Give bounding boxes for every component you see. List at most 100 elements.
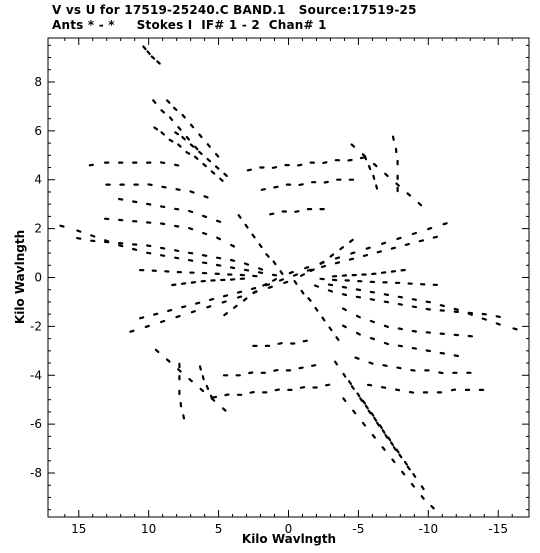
uv-point <box>453 354 459 358</box>
uv-point <box>397 295 403 299</box>
uv-point <box>341 324 347 329</box>
uv-point <box>221 300 227 304</box>
uv-point <box>153 312 159 316</box>
uv-point <box>273 185 279 189</box>
uv-point <box>394 388 401 392</box>
uv-point <box>229 258 236 262</box>
uv-point <box>210 170 216 175</box>
uv-point <box>369 290 376 294</box>
uv-point <box>387 436 392 442</box>
uv-point <box>142 45 147 51</box>
uv-point <box>300 289 305 295</box>
uv-point <box>215 153 220 158</box>
uv-point <box>250 287 257 290</box>
axis-ticks <box>48 38 529 517</box>
uv-point <box>323 180 329 184</box>
uv-point <box>229 266 236 270</box>
uv-point <box>356 392 361 398</box>
uv-point <box>334 261 341 265</box>
uv-point <box>257 271 264 274</box>
uv-point <box>193 155 199 160</box>
uv-point <box>188 209 194 214</box>
uv-point <box>201 261 208 265</box>
uv-point <box>411 298 417 301</box>
uv-point <box>198 365 202 371</box>
uv-point <box>222 294 229 298</box>
uv-point <box>233 304 238 309</box>
uv-point <box>369 319 375 324</box>
uv-point <box>427 227 433 231</box>
uv-point <box>260 188 266 191</box>
uv-point <box>190 310 196 314</box>
y-tick-label: -8 <box>30 466 42 480</box>
uv-point <box>160 246 166 250</box>
uv-point <box>355 331 361 336</box>
uv-point <box>146 202 152 206</box>
chart-title: V vs U for 17519-25240.C BAND.1 Source:1… <box>52 3 417 17</box>
uv-point <box>187 259 194 262</box>
uv-point <box>187 251 194 255</box>
uv-point <box>236 290 243 294</box>
uv-point <box>153 126 159 131</box>
uv-point <box>442 222 448 226</box>
uv-point <box>371 434 376 439</box>
uv-point <box>177 126 182 131</box>
uv-point <box>512 327 518 331</box>
x-tick-label: 0 <box>285 522 293 536</box>
uv-point <box>383 293 390 296</box>
uv-point <box>342 397 347 402</box>
uv-point <box>182 414 186 420</box>
uv-point <box>327 289 334 293</box>
uv-point <box>364 404 369 410</box>
uv-point <box>298 366 304 370</box>
uv-point <box>203 195 209 199</box>
x-tick-label: -10 <box>419 522 439 536</box>
uv-point <box>367 165 372 171</box>
uv-point <box>381 241 387 245</box>
uv-point <box>160 205 166 208</box>
uv-point <box>439 351 445 355</box>
uv-point <box>201 375 205 381</box>
y-tick-label: 4 <box>34 173 42 187</box>
uv-point <box>372 174 376 180</box>
y-tick-label: -6 <box>30 417 42 431</box>
uv-point <box>391 135 395 141</box>
uv-point <box>302 339 308 343</box>
uv-point <box>373 416 378 422</box>
uv-point <box>319 260 325 265</box>
uv-point <box>237 214 242 219</box>
uv-point <box>349 238 354 243</box>
uv-point <box>342 372 347 378</box>
uv-point <box>185 151 191 155</box>
uv-point <box>378 424 383 429</box>
uv-point <box>404 243 410 246</box>
uv-point <box>335 336 340 341</box>
uv-point <box>215 256 222 260</box>
uv-point <box>300 273 305 277</box>
uv-point <box>328 326 333 332</box>
uv-point <box>425 349 431 353</box>
uv-point <box>495 315 501 318</box>
uv-point <box>481 317 487 321</box>
uv-point <box>175 315 181 319</box>
uv-point <box>348 257 355 261</box>
uv-point <box>418 239 424 243</box>
uv-point <box>202 214 208 218</box>
uv-point <box>132 247 138 251</box>
uv-point <box>384 433 389 439</box>
uv-point <box>273 369 279 372</box>
uv-point <box>425 307 431 311</box>
uv-point <box>341 293 348 297</box>
x-tick-label: 15 <box>71 522 86 536</box>
uv-point <box>396 236 402 240</box>
uv-point <box>144 324 150 328</box>
uv-point <box>221 407 227 412</box>
uv-point <box>279 270 284 275</box>
uv-point <box>292 273 299 277</box>
uv-point <box>376 250 382 254</box>
uv-point <box>311 364 317 367</box>
y-tick-label: -4 <box>30 368 42 382</box>
uv-point <box>117 197 124 201</box>
uv-point <box>274 388 280 392</box>
uv-point <box>161 185 167 189</box>
